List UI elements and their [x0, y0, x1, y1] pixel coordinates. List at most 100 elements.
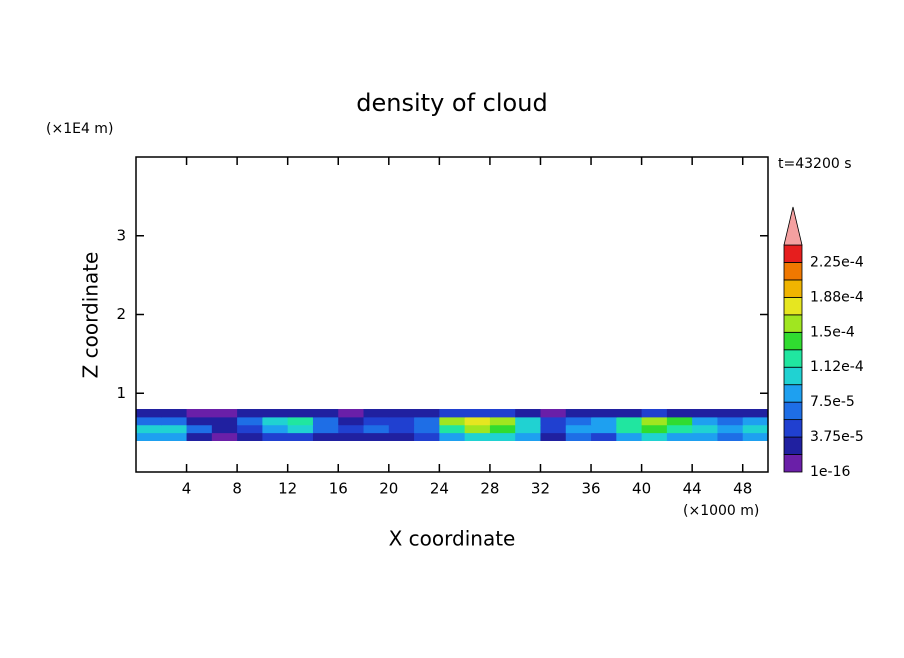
contour-cell [540, 424, 567, 434]
contour-cell [489, 432, 516, 441]
contour-cell [591, 432, 617, 441]
contour-cell [439, 432, 466, 441]
contour-cell [161, 416, 188, 426]
x-tick-label: 44 [683, 480, 702, 498]
contour-cell [591, 409, 617, 418]
contour-cell [262, 424, 289, 434]
contour-cell [388, 424, 415, 434]
contour-cell [414, 409, 440, 418]
colorbar-box [783, 279, 803, 298]
contour-cell [414, 416, 440, 426]
contour-cell [439, 424, 466, 434]
colorbar-box [783, 454, 803, 473]
contour-cell [540, 409, 567, 418]
contour-cell [237, 416, 263, 426]
colorbar-label: 1.12e-4 [810, 359, 864, 375]
contour-cell [211, 416, 238, 426]
colorbar-box [783, 331, 803, 351]
contour-cell [717, 424, 744, 434]
contour-cell [439, 409, 466, 418]
contour-cell [464, 416, 491, 426]
contour-cell [363, 432, 390, 441]
colorbar-box [783, 366, 803, 386]
y-tick-label: 2 [116, 305, 126, 323]
contour-cell [464, 424, 491, 434]
contour-cell [641, 409, 668, 418]
contour-cell [666, 416, 693, 426]
contour-cell [414, 432, 440, 441]
contour-cell [363, 416, 390, 426]
contour-cell [186, 416, 213, 426]
colorbar-box [783, 244, 803, 263]
colorbar-box [783, 436, 803, 455]
contour-cell [338, 432, 365, 441]
x-tick-label: 48 [733, 480, 752, 498]
colorbar-box [783, 296, 803, 316]
x-tick-label: 36 [581, 480, 600, 498]
x-tick-label: 40 [632, 480, 651, 498]
contour-cell [262, 409, 289, 418]
contour-cell [414, 424, 440, 434]
contour-cell [439, 416, 466, 426]
contour-cell [338, 409, 365, 418]
contour-cell [287, 416, 314, 426]
contour-cell [692, 416, 718, 426]
contour-cell [641, 432, 668, 441]
contour-cell [237, 409, 263, 418]
contour-cell [186, 409, 213, 418]
contour-cell [489, 416, 516, 426]
y-tick-label: 1 [116, 384, 126, 402]
contour-cell [717, 416, 744, 426]
contour-cell [515, 416, 541, 426]
y-axis-label: Z coordinate [79, 252, 103, 379]
contour-cell [186, 424, 213, 434]
colorbar-overflow [783, 206, 803, 246]
contour-cell [666, 432, 693, 441]
contour-cell [717, 409, 744, 418]
contour-cell [237, 432, 263, 441]
chart-title: density of cloud [356, 89, 547, 117]
contour-cell [312, 416, 339, 426]
contour-cell [515, 424, 541, 434]
contour-cell [211, 409, 238, 418]
contour-cell [489, 424, 516, 434]
contour-cell [666, 409, 693, 418]
x-axis-label: X coordinate [389, 527, 516, 551]
contour-cell [565, 416, 592, 426]
colorbar-box [783, 262, 803, 281]
colorbar-label: 1e-16 [810, 464, 850, 480]
contour-cell [338, 424, 365, 434]
colorbar-box [783, 314, 803, 333]
x-tick-label: 8 [232, 480, 242, 498]
contour-cell [591, 416, 617, 426]
contour-cell [742, 409, 769, 418]
contour-cell [616, 432, 643, 441]
contour-cell [540, 432, 567, 441]
contour-cell [161, 424, 188, 434]
contour-cell [616, 416, 643, 426]
contour-cell [616, 424, 643, 434]
contour-cell [540, 416, 567, 426]
contour-cell [287, 432, 314, 441]
colorbar-box [783, 384, 803, 403]
contour-cell [616, 409, 643, 418]
contour-cell [742, 416, 769, 426]
contour-cell [515, 432, 541, 441]
colorbar-label: 1.88e-4 [810, 289, 864, 305]
contour-cell [692, 409, 718, 418]
contour-cell [388, 432, 415, 441]
contour-cell [641, 424, 668, 434]
time-label: t=43200 s [778, 156, 852, 172]
x-tick-label: 24 [430, 480, 449, 498]
contour-cell [565, 409, 592, 418]
y-unit: (×1E4 m) [46, 121, 113, 137]
x-tick-label: 4 [182, 480, 192, 498]
contour-cell [287, 409, 314, 418]
colorbar-label: 1.5e-4 [810, 324, 855, 340]
contour-cell [161, 409, 188, 418]
colorbar-box [783, 401, 803, 421]
contour-cell [692, 432, 718, 441]
contour-cell [692, 424, 718, 434]
